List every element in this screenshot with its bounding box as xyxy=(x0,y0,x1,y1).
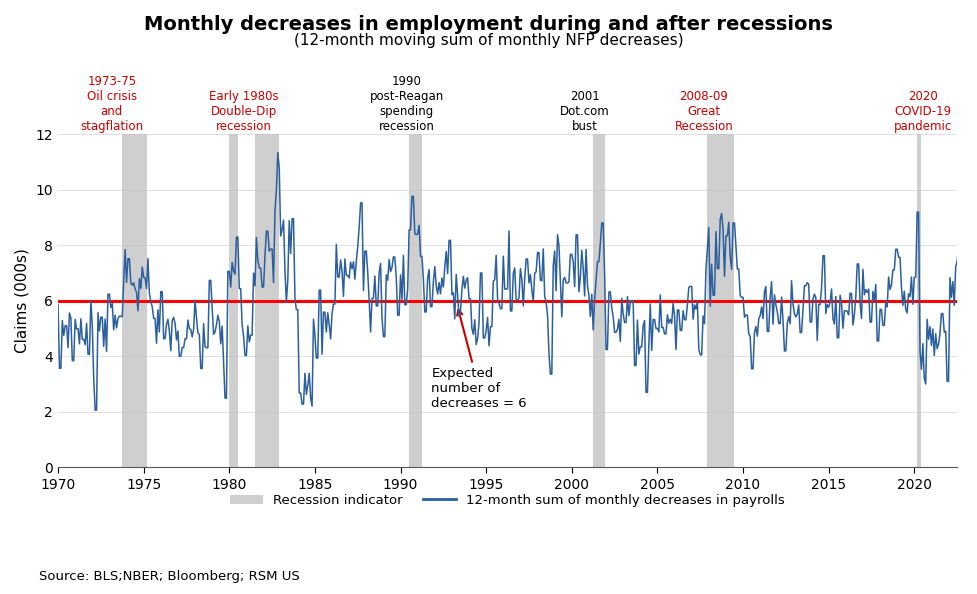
Bar xyxy=(593,134,605,467)
Bar xyxy=(707,134,735,467)
Text: 2001
Dot.com
bust: 2001 Dot.com bust xyxy=(560,90,610,133)
Text: Source: BLS;NBER; Bloomberg; RSM US: Source: BLS;NBER; Bloomberg; RSM US xyxy=(39,570,300,583)
Text: 1973-75
Oil crisis
and
stagflation: 1973-75 Oil crisis and stagflation xyxy=(80,75,144,133)
Y-axis label: Claims (000s): Claims (000s) xyxy=(15,248,30,353)
Text: Early 1980s
Double-Dip
recession: Early 1980s Double-Dip recession xyxy=(209,90,278,133)
Text: 2008-09
Great
Recession: 2008-09 Great Recession xyxy=(674,90,734,133)
Text: 2020
COVID-19
pandemic: 2020 COVID-19 pandemic xyxy=(894,90,952,133)
Bar xyxy=(122,134,147,467)
Bar xyxy=(917,134,921,467)
Bar xyxy=(230,134,237,467)
Text: 1990
post-Reagan
spending
recession: 1990 post-Reagan spending recession xyxy=(369,75,444,133)
Bar xyxy=(255,134,279,467)
Bar xyxy=(409,134,422,467)
Text: (12-month moving sum of monthly NFP decreases): (12-month moving sum of monthly NFP decr… xyxy=(294,33,683,48)
Text: Expected
number of
decreases = 6: Expected number of decreases = 6 xyxy=(432,310,527,410)
Legend: Recession indicator, 12-month sum of monthly decreases in payrolls: Recession indicator, 12-month sum of mon… xyxy=(225,489,790,512)
Text: Monthly decreases in employment during and after recessions: Monthly decreases in employment during a… xyxy=(144,15,833,34)
